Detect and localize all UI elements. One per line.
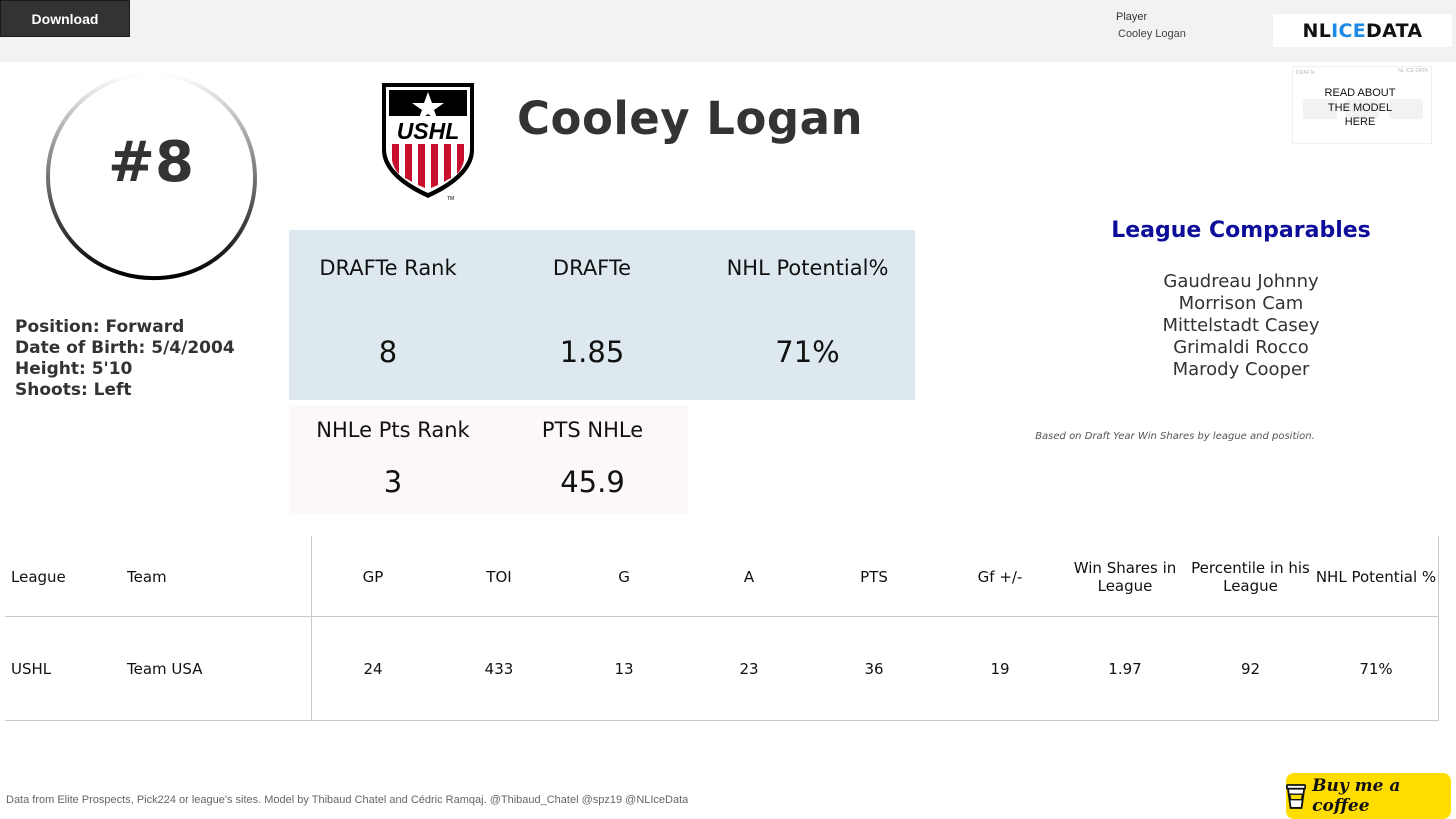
- table-header-win-shares: Win Shares in League: [1073, 559, 1177, 595]
- comparables-list: Gaudreau Johnny Morrison Cam Mittelstadt…: [1040, 271, 1442, 381]
- table-header-pts: PTS: [860, 568, 888, 586]
- player-shoots: Shoots: Left: [15, 380, 132, 400]
- table-cell-toi: 433: [484, 660, 514, 678]
- footer-credits: Data from Elite Prospects, Pick224 or le…: [6, 794, 689, 806]
- table-cell-league: USHL: [11, 660, 52, 678]
- stat-nhl-potential-label: NHL Potential%: [726, 256, 889, 280]
- coffee-button-label: Buy me a coffee: [1312, 776, 1401, 816]
- stat-pts-nhle-label: PTS NHLe: [541, 418, 644, 442]
- download-button[interactable]: Download: [0, 0, 130, 37]
- primary-stats-panel: [289, 230, 915, 400]
- stat-nhle-pts-rank-value: 3: [383, 465, 403, 499]
- stat-nhle-pts-rank-label: NHLe Pts Rank: [316, 418, 470, 442]
- table-header-gf-plus-minus: Gf +/-: [977, 568, 1023, 586]
- stat-nhl-potential-value: 71%: [775, 335, 840, 369]
- ushl-logo: USHL TM: [382, 83, 474, 202]
- comparable-player: Mittelstadt Casey: [1162, 315, 1320, 336]
- model-thumb-label-right: NL ICE DATA: [1398, 68, 1428, 74]
- table-cell-pts: 36: [864, 660, 884, 678]
- brand-part-3: DATA: [1366, 19, 1423, 42]
- comparables-title: League Comparables: [1111, 218, 1371, 243]
- comparable-player: Gaudreau Johnny: [1163, 271, 1319, 292]
- stat-drafte-rank-label: DRAFTe Rank: [319, 256, 457, 280]
- player-birthdate: Date of Birth: 5/4/2004: [15, 338, 235, 358]
- table-header-g: G: [618, 568, 630, 586]
- ushl-logo-trademark: TM: [447, 196, 454, 202]
- table-cell-a: 23: [739, 660, 759, 678]
- player-filter-label: Player: [1116, 11, 1148, 23]
- ushl-logo-text: USHL: [397, 118, 460, 144]
- read-about-model-label[interactable]: READ ABOUT THE MODEL HERE: [1324, 87, 1396, 128]
- jersey-number: #8: [108, 130, 194, 195]
- table-header-team: Team: [127, 568, 167, 586]
- table-cell-g: 13: [614, 660, 634, 678]
- coffee-cup-icon: [1286, 784, 1307, 809]
- table-cell-percentile: 92: [1240, 660, 1261, 678]
- table-divider: [311, 536, 312, 721]
- secondary-stats-panel: [289, 405, 688, 513]
- stat-drafte-value: 1.85: [559, 335, 625, 369]
- comparable-player: Marody Cooper: [1172, 359, 1310, 380]
- player-filter[interactable]: Player Cooley Logan: [1116, 11, 1186, 40]
- nl-ice-data-logo: NL ICE DATA: [1273, 14, 1452, 47]
- buy-me-a-coffee-button[interactable]: Buy me a coffee: [1286, 773, 1451, 819]
- table-header-a: A: [743, 568, 755, 586]
- table-cell-gf-plus-minus: 19: [990, 660, 1010, 678]
- table-divider: [5, 720, 1439, 721]
- table-header-toi: TOI: [486, 568, 512, 586]
- table-cell-win-shares: 1.97: [1108, 660, 1142, 678]
- player-filter-value[interactable]: Cooley Logan: [1118, 28, 1186, 40]
- table-cell-gp: 24: [363, 660, 383, 678]
- jersey-number-circle: [45, 71, 258, 281]
- read-about-model-link[interactable]: DRAFTe NL ICE DATA: [1292, 66, 1432, 144]
- table-header-percentile: Percentile in his League: [1191, 559, 1310, 595]
- brand-part-2: ICE: [1331, 19, 1367, 42]
- model-thumb-label-left: DRAFTe: [1296, 70, 1315, 76]
- player-position: Position: Forward: [15, 317, 185, 337]
- comparable-player: Morrison Cam: [1178, 293, 1304, 314]
- table-cell-nhl-potential: 71%: [1359, 660, 1393, 678]
- table-header-league: League: [11, 568, 66, 586]
- player-info: Position: Forward Date of Birth: 5/4/200…: [15, 317, 235, 401]
- stat-drafte-rank-value: 8: [378, 335, 398, 369]
- model-thumbnail: DRAFTe NL ICE DATA: [1292, 66, 1432, 144]
- comparables-note: Based on Draft Year Win Shares by league…: [1035, 431, 1315, 442]
- table-header-gp: GP: [362, 568, 384, 586]
- comparable-player: Grimaldi Rocco: [1173, 337, 1309, 358]
- table-header-nhl-potential: NHL Potential %: [1315, 568, 1437, 586]
- player-name: Cooley Logan: [517, 92, 864, 145]
- stat-pts-nhle-value: 45.9: [560, 465, 625, 499]
- top-toolbar: [0, 0, 1456, 62]
- table-divider: [1438, 536, 1439, 721]
- brand-part-1: NL: [1302, 19, 1332, 42]
- player-height: Height: 5'10: [15, 359, 133, 379]
- stat-drafte-label: DRAFTe: [552, 256, 632, 280]
- table-cell-team: Team USA: [127, 660, 203, 678]
- table-divider: [5, 616, 1439, 617]
